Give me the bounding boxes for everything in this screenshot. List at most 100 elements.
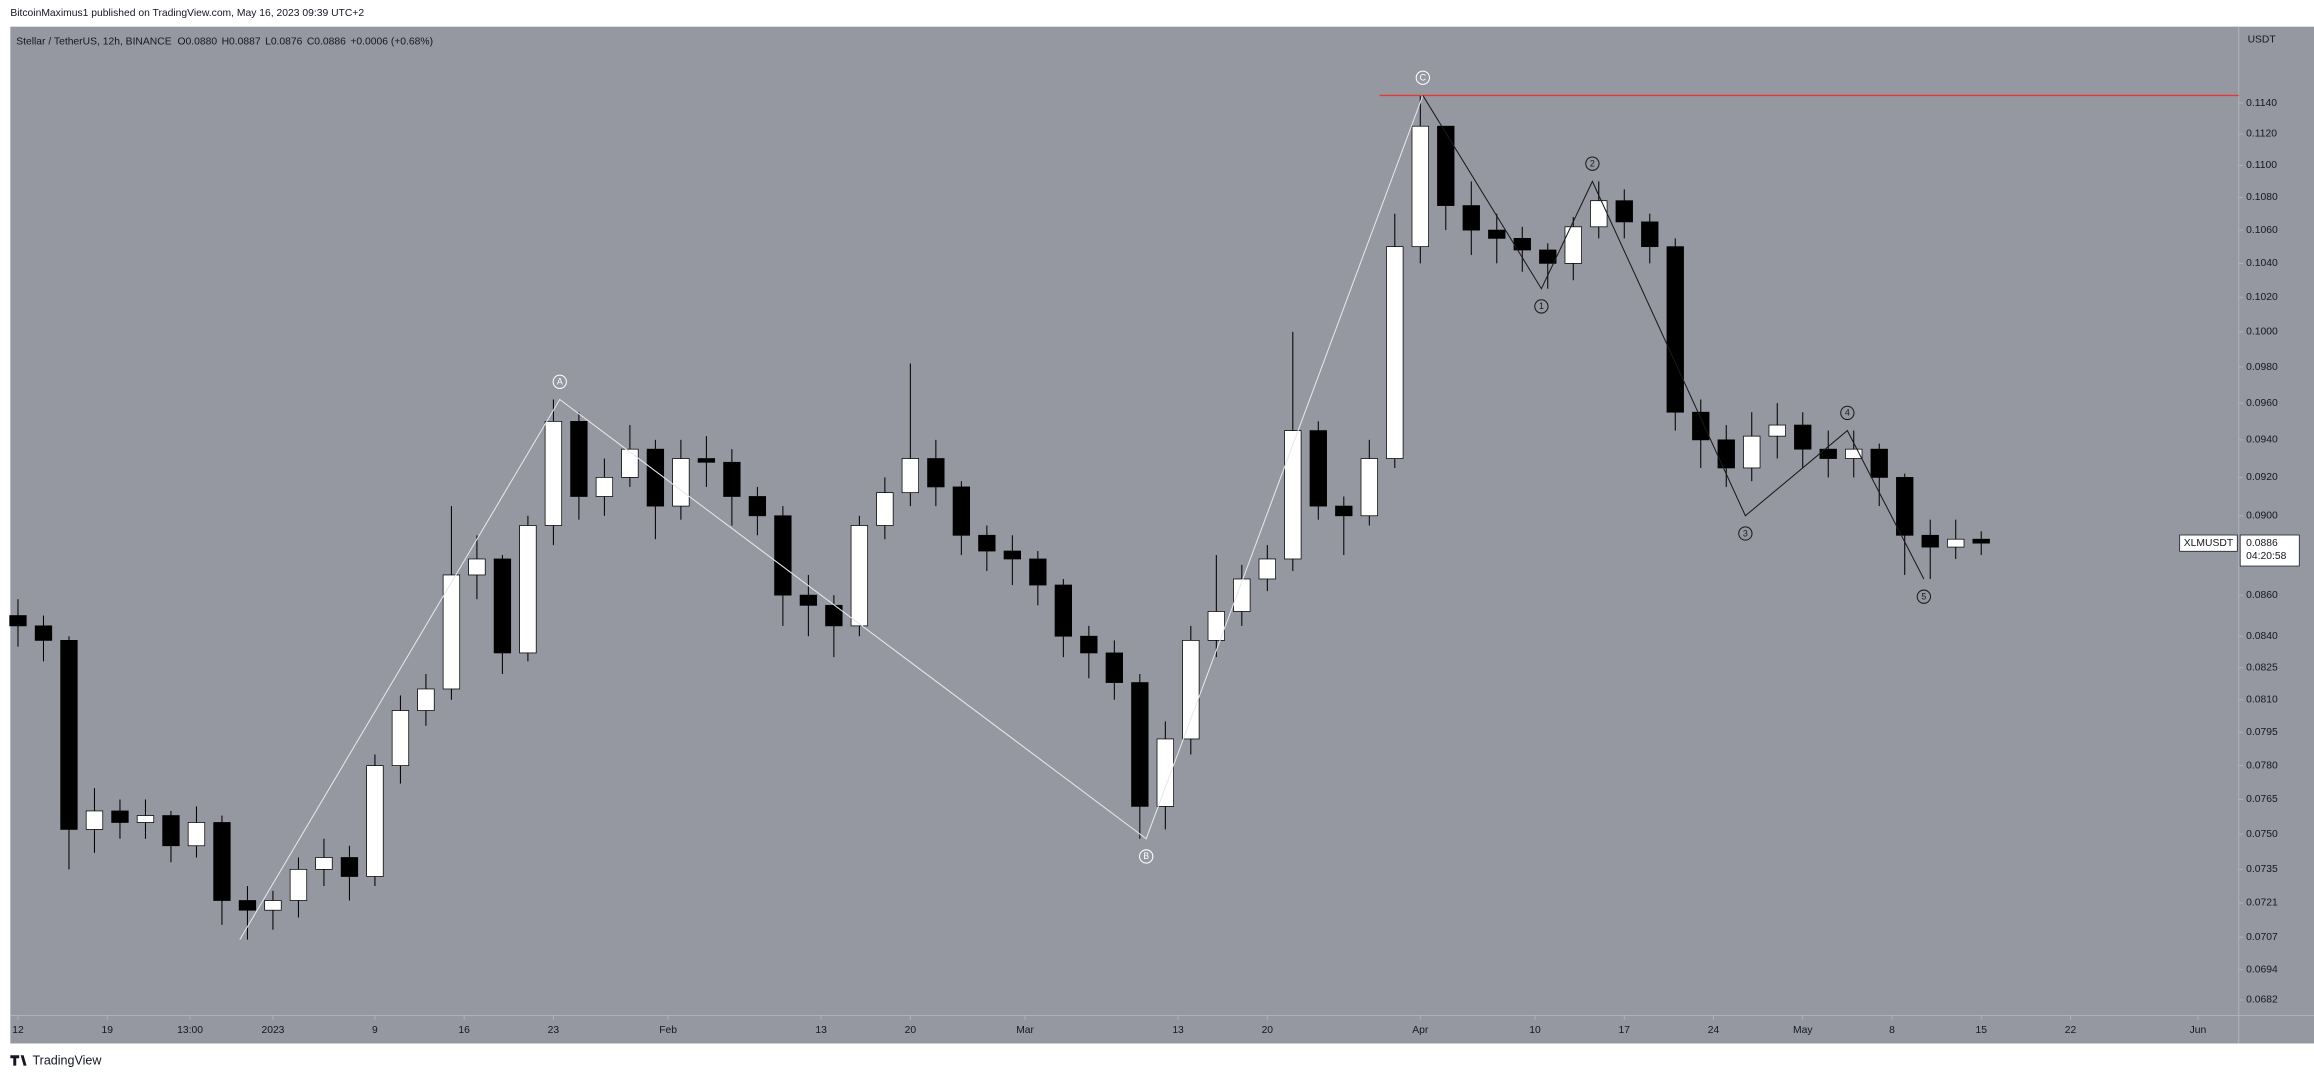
y-tick-label: 0.0765: [2246, 794, 2278, 805]
wave-label-circle: [1840, 405, 1855, 421]
y-tick-label: 0.0750: [2246, 829, 2278, 840]
candle-body: [1641, 221, 1659, 248]
candle-body: [952, 486, 971, 536]
legend-value: 0.0887: [229, 36, 261, 47]
legend: Stellar / TetherUS, 12h, BINANCE O0.0880 H…: [16, 36, 433, 47]
x-tick-label: 13: [1172, 1025, 1184, 1036]
legend-value: 0.0876: [271, 36, 303, 47]
x-tick-label: 15: [1975, 1025, 1987, 1036]
candle-body: [1131, 682, 1149, 807]
candle-body: [1743, 435, 1761, 469]
y-tick-label: 0.1040: [2246, 258, 2278, 269]
y-tick-label: 0.1000: [2246, 327, 2278, 338]
candle-body: [1947, 538, 1965, 548]
legend-key: C: [307, 36, 315, 47]
candle-body: [978, 534, 996, 552]
candle-body: [850, 525, 869, 627]
candle-body: [9, 615, 27, 627]
x-tick-label: 8: [1889, 1025, 1895, 1036]
candle-body: [621, 448, 639, 478]
x-tick-label: Jun: [2190, 1025, 2207, 1036]
candle-body: [136, 815, 155, 823]
candle-body: [595, 477, 614, 497]
candle-body: [1258, 558, 1276, 580]
candle-body: [1972, 538, 1990, 544]
candle-body: [544, 421, 563, 526]
wave-label: A: [557, 377, 563, 387]
wave-label: 3: [1743, 528, 1748, 538]
wave-label-circle: [1139, 849, 1154, 864]
candle-body: [1921, 534, 1939, 548]
y-tick-label: 0.0940: [2246, 435, 2278, 446]
y-tick-label: 0.1120: [2246, 129, 2277, 140]
candle-body: [213, 822, 231, 901]
candle-body: [1360, 458, 1378, 517]
x-tick-label: 23: [548, 1025, 560, 1036]
legend-key: H: [222, 36, 229, 47]
candle-body: [1717, 439, 1735, 469]
candle-body: [1666, 246, 1684, 413]
candle-body: [1794, 424, 1812, 450]
wave-line: [239, 95, 1424, 940]
candle-body: [1029, 558, 1047, 586]
y-tick-label: 0.0721: [2246, 898, 2278, 909]
chart-background: [10, 26, 2314, 1044]
symbol-tag: XLMUSDT: [2184, 538, 2234, 549]
candle-body: [927, 458, 945, 488]
price-tag: 0.0886: [2246, 538, 2278, 549]
x-tick-label: Apr: [1412, 1025, 1429, 1036]
candle-body: [774, 515, 792, 596]
footer: TradingView: [10, 1053, 102, 1067]
legend-key: O: [178, 36, 186, 47]
candle-body: [1590, 200, 1608, 228]
candle-body: [570, 421, 588, 497]
x-tick-label: 10: [1529, 1025, 1541, 1036]
candle-body: [876, 492, 894, 526]
brand-logo: [10, 1055, 27, 1066]
y-tick-label: 0.0795: [2246, 727, 2278, 738]
candle-body: [1411, 125, 1429, 248]
y-tick-label: 0.0694: [2246, 964, 2278, 975]
candle-body: [1845, 448, 1863, 459]
candle-body: [1437, 125, 1455, 206]
candle-body: [1462, 205, 1480, 231]
candle-body: [1207, 611, 1225, 641]
x-tick-label: 9: [372, 1025, 378, 1036]
candle-body: [1054, 584, 1072, 637]
y-tick-label: 0.1140: [2246, 98, 2277, 109]
x-tick-label: 13: [815, 1025, 827, 1036]
wave-label-circle: [1585, 156, 1600, 171]
candle-body: [1335, 505, 1353, 517]
x-tick-label: 12: [12, 1025, 24, 1036]
x-tick-label: 17: [1619, 1025, 1631, 1036]
candle-body: [1615, 200, 1633, 223]
candle-body: [340, 857, 359, 877]
candle-body: [289, 868, 308, 901]
candle-body: [1309, 430, 1327, 507]
candle-body: [748, 496, 767, 517]
x-tick-label: May: [1793, 1025, 1813, 1036]
price-countdown: 04:20:58: [2246, 551, 2286, 562]
legend-text: Stellar / TetherUS, 12h, BINANCE O0.0880 H…: [16, 36, 433, 47]
candle-body: [697, 458, 716, 463]
y-tick-label: 0.0840: [2246, 631, 2278, 642]
y-tick-label: 0.0825: [2246, 662, 2278, 673]
y-tick-label: 0.0960: [2246, 398, 2278, 409]
legend-change: +0.0006 (+0.68%): [350, 36, 433, 47]
candle-body: [468, 558, 486, 576]
wave-label: 2: [1590, 158, 1595, 168]
x-tick-label: 24: [1708, 1025, 1720, 1036]
candle-body: [1233, 578, 1251, 612]
wave-label: 4: [1845, 408, 1850, 418]
publisher-line: BitcoinMaximus1 published on TradingView…: [10, 8, 364, 19]
candle-body: [1105, 652, 1123, 683]
x-tick-label: 16: [458, 1025, 470, 1036]
candle-body: [646, 448, 665, 507]
candle-body: [1692, 411, 1710, 441]
wave-label-circle: [1738, 526, 1753, 541]
candle-body: [111, 810, 129, 823]
candle-body: [60, 640, 78, 830]
candle-body: [34, 625, 53, 641]
